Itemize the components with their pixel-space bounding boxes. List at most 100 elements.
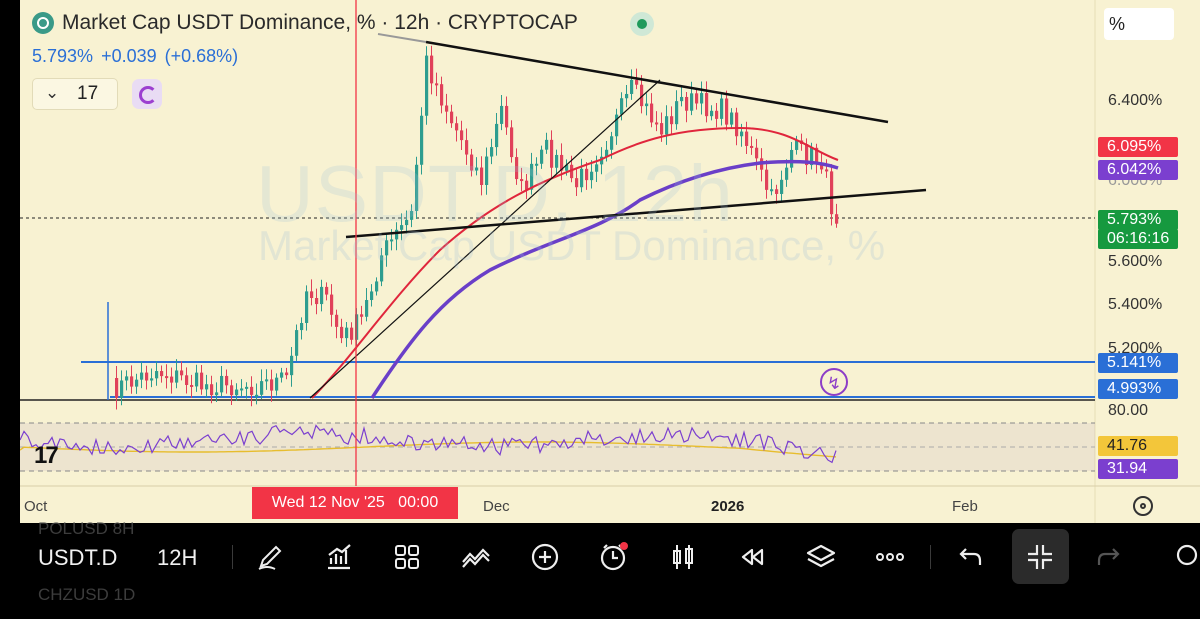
candle xyxy=(210,384,214,396)
chart-type-icon[interactable] xyxy=(322,540,356,574)
exit-fullscreen-icon[interactable] xyxy=(1023,540,1057,574)
candle xyxy=(535,163,539,166)
ma-fast-line xyxy=(311,126,839,399)
candle xyxy=(715,110,719,119)
candle xyxy=(675,101,679,125)
chart-screen[interactable]: Market Cap USDT Dominance, % · 12h · CRY… xyxy=(20,0,1200,523)
candle xyxy=(500,105,504,124)
candle xyxy=(685,96,689,111)
candle xyxy=(290,355,294,376)
alert-icon[interactable] xyxy=(597,540,631,574)
level-badge: 4.993% xyxy=(1098,379,1178,399)
candle xyxy=(440,84,444,106)
settings-icon[interactable] xyxy=(1133,496,1153,516)
candle xyxy=(515,157,519,180)
candles-icon[interactable] xyxy=(666,540,700,574)
candle xyxy=(185,375,189,385)
indicators-toggle[interactable]: ⌄ 17 xyxy=(32,78,118,110)
candle xyxy=(590,171,594,181)
candle xyxy=(240,388,244,391)
candle xyxy=(250,386,254,395)
search-icon[interactable] xyxy=(1170,540,1200,574)
candle xyxy=(655,122,659,125)
ma-slow-badge: 6.042% xyxy=(1098,160,1178,180)
candle xyxy=(700,93,704,104)
candle xyxy=(780,179,784,194)
candle xyxy=(115,378,119,398)
candle xyxy=(465,140,469,155)
trendline-rising xyxy=(309,79,661,399)
candle xyxy=(385,240,389,256)
candle xyxy=(200,372,204,390)
x-tick-label: 2026 xyxy=(711,498,745,515)
level-badge: 5.141% xyxy=(1098,353,1178,373)
candle xyxy=(140,372,144,380)
candle xyxy=(775,189,779,194)
candle xyxy=(530,163,534,190)
candle xyxy=(475,167,479,171)
more-icon[interactable] xyxy=(873,540,907,574)
symbol-watermark: USDT.D, 12h xyxy=(256,149,734,238)
candle xyxy=(545,139,549,150)
candle xyxy=(555,154,559,168)
candle xyxy=(785,167,789,180)
candle xyxy=(360,314,364,317)
price-axis-panel xyxy=(1095,0,1200,523)
candle xyxy=(330,294,334,315)
bar-countdown-badge: 06:16:16 xyxy=(1098,229,1178,249)
ma-slow-line xyxy=(370,159,839,399)
pencil-icon[interactable] xyxy=(253,540,287,574)
indicators-icon[interactable] xyxy=(459,540,493,574)
candle xyxy=(460,130,464,141)
trendline-extension xyxy=(377,33,427,43)
replay-icon[interactable] xyxy=(735,540,769,574)
lightning-icon[interactable]: ↯ xyxy=(820,368,848,396)
candle xyxy=(195,372,199,387)
candle xyxy=(445,105,449,112)
last-price-badge: 5.793% xyxy=(1098,210,1178,230)
name-watermark: Market Cap USDT Dominance, % xyxy=(258,222,886,269)
sync-icon[interactable] xyxy=(132,79,162,109)
candle xyxy=(430,55,434,84)
candle xyxy=(650,103,654,123)
candle xyxy=(615,114,619,137)
candle xyxy=(810,147,814,166)
candle xyxy=(595,164,599,172)
interval-button[interactable]: 12H xyxy=(157,545,198,570)
candle xyxy=(640,84,644,107)
candle xyxy=(370,291,374,301)
candle xyxy=(125,376,129,381)
grid-icon[interactable] xyxy=(390,540,424,574)
redo-icon[interactable] xyxy=(1092,540,1126,574)
candle xyxy=(320,286,324,305)
candle xyxy=(575,178,579,188)
candle xyxy=(275,377,279,391)
candle xyxy=(565,164,569,171)
price-chart[interactable] xyxy=(20,0,1200,523)
candle xyxy=(130,376,134,387)
undo-icon[interactable] xyxy=(953,540,987,574)
candle xyxy=(485,156,489,185)
symbol-button[interactable]: USDT.D xyxy=(38,545,118,570)
candle xyxy=(415,164,419,211)
market-status-icon[interactable] xyxy=(630,12,654,36)
candle xyxy=(145,372,149,381)
tradingview-logo: 17 xyxy=(34,442,59,469)
chart-title: Market Cap USDT Dominance, % · 12h · CRY… xyxy=(62,11,578,34)
candle xyxy=(220,375,224,393)
candle xyxy=(315,298,319,305)
trendline-lower xyxy=(345,188,927,239)
candle xyxy=(645,103,649,107)
candle xyxy=(265,379,269,382)
candle xyxy=(260,381,264,395)
add-icon[interactable] xyxy=(528,540,562,574)
watchlist-ghost-row: CHZUSD 1D xyxy=(38,585,136,604)
candle xyxy=(550,139,554,168)
candle xyxy=(425,55,429,116)
y-tick-label: 5.200% xyxy=(1108,340,1163,357)
candle xyxy=(610,136,614,150)
axis-unit-box[interactable]: % xyxy=(1104,8,1174,40)
candle xyxy=(730,112,734,125)
candle xyxy=(705,93,709,117)
layers-icon[interactable] xyxy=(804,540,838,574)
